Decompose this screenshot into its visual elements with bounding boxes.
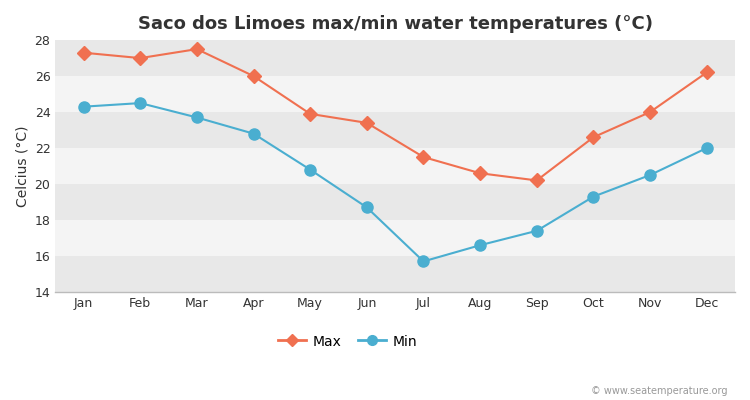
Bar	[56, 256, 735, 292]
Max	[136, 56, 145, 60]
Max	[476, 171, 484, 176]
Y-axis label: Celcius (°C): Celcius (°C)	[15, 125, 29, 207]
Min	[476, 243, 484, 248]
Line: Min: Min	[78, 98, 712, 267]
Min	[646, 173, 655, 178]
Max	[193, 47, 202, 52]
Min	[702, 146, 711, 150]
Max	[362, 120, 371, 125]
Max	[589, 135, 598, 140]
Bar	[56, 112, 735, 148]
Title: Saco dos Limoes max/min water temperatures (°C): Saco dos Limoes max/min water temperatur…	[138, 15, 652, 33]
Legend: Max, Min: Max, Min	[272, 329, 423, 354]
Bar	[56, 220, 735, 256]
Min	[136, 101, 145, 106]
Min	[193, 115, 202, 120]
Bar	[56, 148, 735, 184]
Bar	[56, 76, 735, 112]
Max	[79, 50, 88, 55]
Max	[306, 112, 315, 116]
Min	[589, 194, 598, 199]
Min	[79, 104, 88, 109]
Max	[419, 155, 428, 160]
Min	[306, 167, 315, 172]
Max	[249, 74, 258, 78]
Text: © www.seatemperature.org: © www.seatemperature.org	[591, 386, 728, 396]
Min	[532, 228, 542, 233]
Line: Max: Max	[79, 44, 712, 185]
Max	[532, 178, 542, 183]
Min	[419, 259, 428, 264]
Max	[702, 70, 711, 75]
Min	[249, 131, 258, 136]
Bar	[56, 40, 735, 76]
Bar	[56, 184, 735, 220]
Min	[362, 205, 371, 210]
Max	[646, 110, 655, 114]
